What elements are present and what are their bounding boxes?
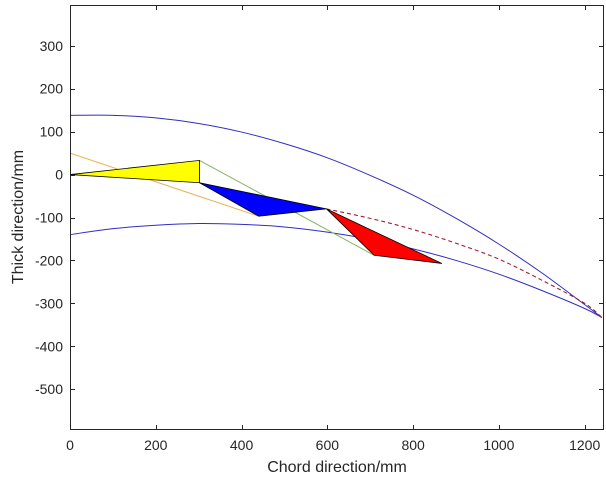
y-tick-label: -200 (35, 252, 63, 268)
series-line-0 (70, 114, 603, 318)
y-tick-label: 300 (40, 38, 64, 54)
x-tick-labels: 0 200 400 600 800 1000 1200 (66, 437, 600, 453)
y-tick-label: -100 (35, 210, 63, 226)
x-tick-label: 400 (230, 437, 254, 453)
x-tick-label: 200 (144, 437, 168, 453)
series-line-2 (70, 152, 259, 217)
plot-area (70, 114, 603, 318)
y-axis-label: Thick direction/mm (10, 150, 27, 284)
x-tick-label: 1200 (569, 437, 600, 453)
x-tick-label: 0 (66, 437, 74, 453)
y-tick-label: -300 (35, 295, 63, 311)
filled-triangle-1 (199, 182, 327, 217)
y-tick-label: -400 (35, 338, 63, 354)
x-tick-label: 600 (316, 437, 340, 453)
y-tick-label: 200 (40, 81, 64, 97)
series-line-1 (70, 222, 603, 318)
x-tick-label: 800 (401, 437, 425, 453)
y-tick-label: -500 (35, 381, 63, 397)
y-tick-label: 0 (55, 167, 63, 183)
y-tick-labels: 300 200 100 0 -100 -200 -300 -400 -500 (35, 38, 63, 397)
x-axis-label: Chord direction/mm (267, 459, 407, 476)
x-tick-label: 1000 (483, 437, 514, 453)
filled-triangle-2 (326, 208, 443, 264)
filled-triangle-0 (70, 159, 200, 184)
y-tick-label: 100 (40, 124, 64, 140)
axes-box (70, 5, 604, 430)
series-line-4 (326, 208, 603, 318)
